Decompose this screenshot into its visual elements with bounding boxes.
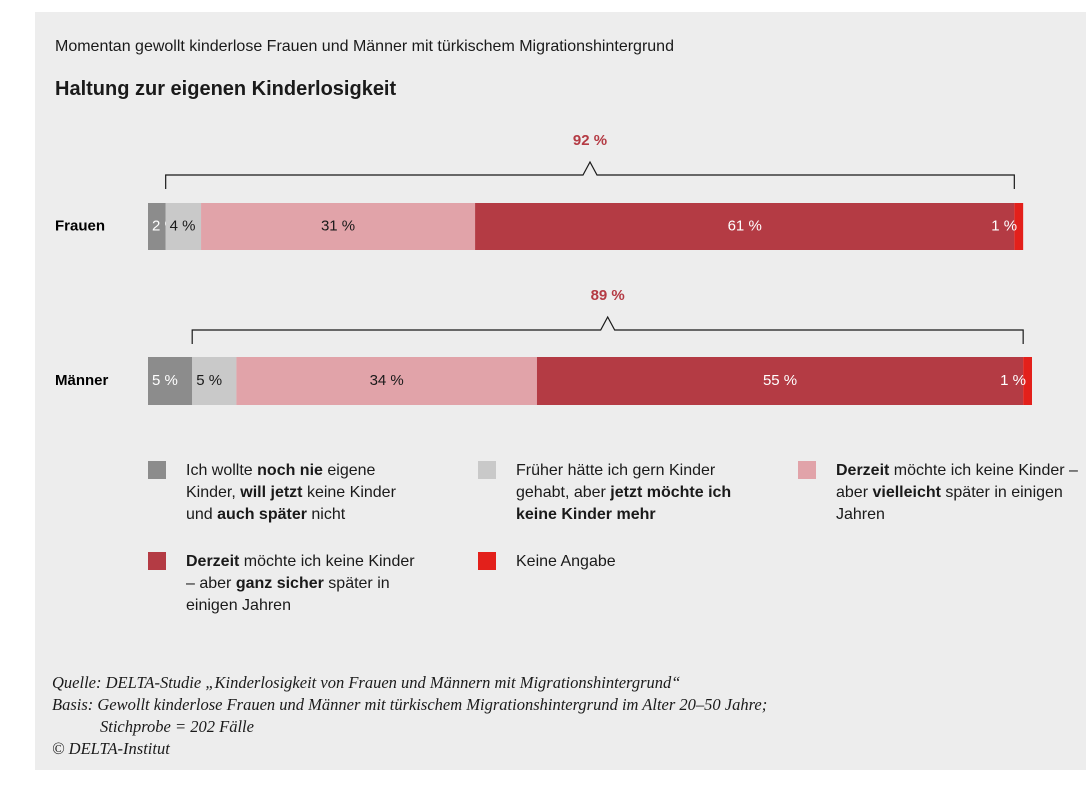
chart-title: Haltung zur eigenen Kinderlosigkeit — [55, 78, 397, 100]
bar-segment — [148, 357, 193, 405]
note: © DELTA-Institut — [52, 739, 170, 758]
value-label: 61 % — [728, 217, 762, 234]
legend-text: möchte ich keine Kinder – aber — [186, 553, 415, 592]
legend-item: Derzeit möchte ich keine Kinder – aber g… — [148, 551, 426, 617]
note: Stichprobe = 202 Fälle — [100, 717, 254, 736]
legend-swatch — [148, 552, 166, 570]
legend-text: vielleicht — [872, 484, 941, 501]
bar-segment — [1023, 357, 1032, 405]
legend-swatch — [478, 461, 496, 479]
bar-segment — [192, 357, 237, 405]
bar-segment — [165, 203, 202, 250]
note: Basis: Gewollt kinderlose Frauen und Män… — [52, 695, 768, 714]
legend-text: Keine Angabe — [516, 553, 616, 570]
legend-swatch — [798, 461, 816, 479]
chart: Frauen 2 %4 % 31 % 61 % 1 %92 %Männer 5 % 5 % 3… — [55, 132, 1032, 405]
bracket-label: 89 % — [591, 287, 625, 304]
legend-text: möchte ich keine Kinder – aber — [836, 462, 1078, 501]
legend-text: eigene Kinder, — [186, 462, 376, 501]
legend-text: ganz sicher — [235, 575, 324, 592]
legend-text: will jetzt — [240, 484, 303, 501]
legend-swatch — [148, 461, 166, 479]
value-label: 4 % — [170, 217, 196, 234]
legend-text: auch später — [217, 506, 307, 523]
bar-segment — [201, 203, 476, 250]
legend-text: noch nie — [257, 462, 323, 479]
legend-text: später in einigen Jahren — [186, 575, 390, 614]
legend-text: jetzt möchte ich keine Kinder mehr — [516, 484, 732, 523]
value-label: 55 % — [763, 372, 797, 389]
bracket — [165, 160, 1015, 189]
value-label: 5 % — [196, 372, 222, 389]
legend-swatch — [478, 552, 496, 570]
bar-segment — [1014, 203, 1024, 250]
legend-item: Ich wollte noch nie eigene Kinder, will … — [148, 460, 426, 526]
legend-text: Früher hätte ich gern Kinder gehabt, abe… — [516, 462, 716, 501]
value-label: 34 % — [370, 372, 404, 389]
legend-item: Derzeit möchte ich keine Kinder – aber v… — [798, 460, 1086, 526]
legend-text: Derzeit — [836, 462, 890, 479]
bar-segment — [536, 357, 1024, 405]
value-label: 1 % — [1000, 372, 1026, 389]
category-label: Männer — [55, 372, 109, 389]
legend-item: Früher hätte ich gern Kinder gehabt, abe… — [478, 460, 766, 526]
notes: Quelle: DELTA-Studie „Kinderlosigkeit vo… — [52, 672, 767, 760]
bar-segment — [148, 203, 166, 250]
bar-segment — [475, 203, 1015, 250]
legend-text: Ich wollte — [186, 462, 258, 479]
category-label: Frauen — [55, 217, 105, 234]
legend-text: Derzeit — [186, 553, 240, 570]
legend-text: später in einigen Jahren — [836, 484, 1063, 523]
bracket — [191, 315, 1024, 344]
bar-segment — [236, 357, 537, 405]
value-label: 31 % — [321, 217, 355, 234]
subtitle: Momentan gewollt kinderlose Frauen und M… — [55, 38, 674, 55]
legend-text: keine Kinder und — [186, 484, 396, 523]
legend-item: Keine Angabe — [478, 551, 766, 573]
value-label: 1 % — [991, 217, 1017, 234]
note: Quelle: DELTA-Studie „Kinderlosigkeit vo… — [52, 673, 681, 692]
bracket-label: 92 % — [573, 132, 607, 149]
value-label: 5 % — [152, 372, 178, 389]
legend-text: nicht — [306, 506, 346, 523]
